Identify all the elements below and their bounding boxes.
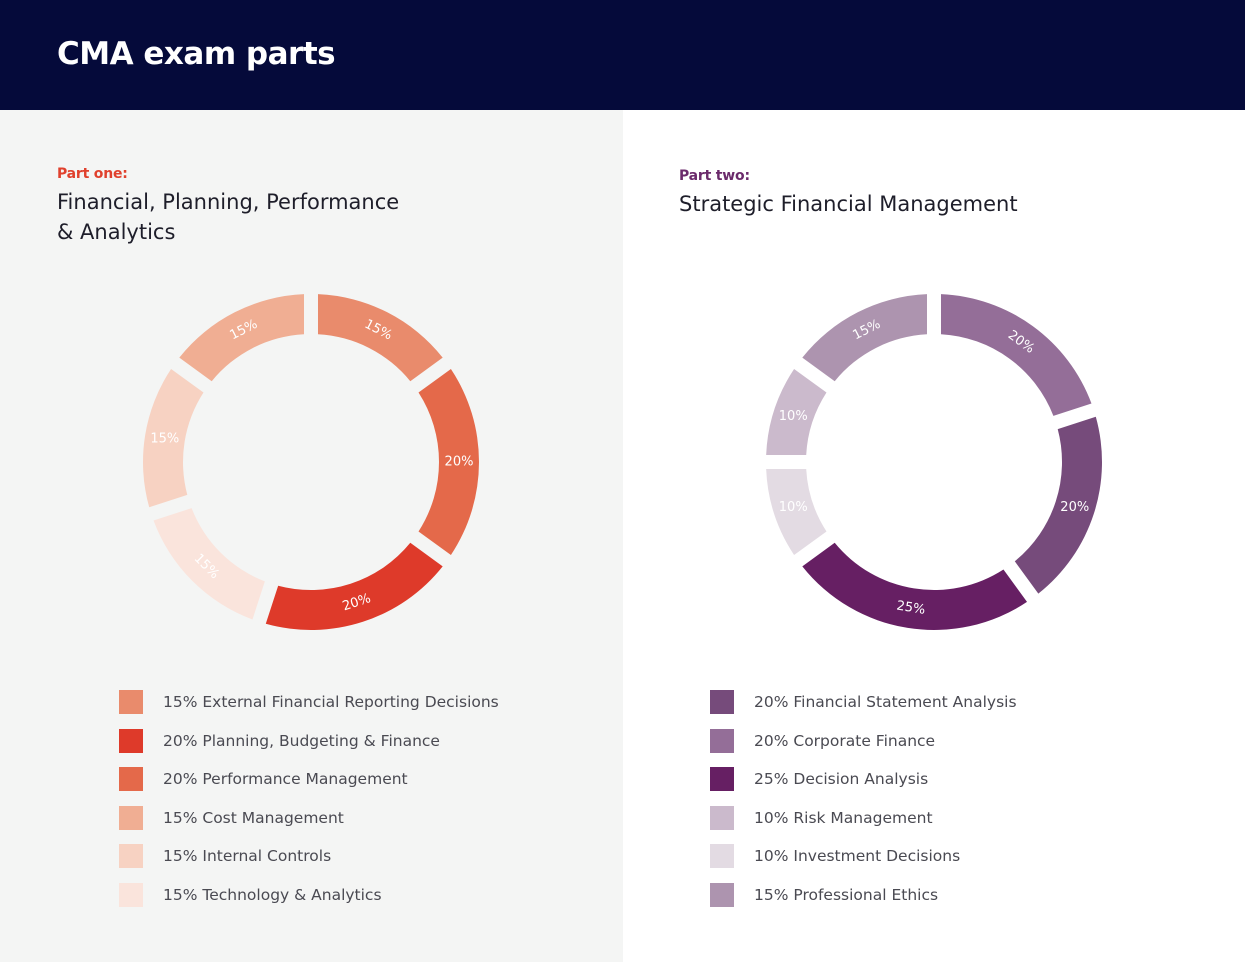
donut-slice [940,294,1092,416]
slice-percent-label: 20% [445,455,474,470]
donut-slice [418,368,479,556]
legend-label: 25% Decision Analysis [754,770,929,789]
slice-percent-label: 15% [150,431,179,446]
legend-swatch [710,728,734,753]
slice-percent-label: 20% [1060,500,1089,515]
part-two-label: Part two: [679,168,750,184]
legend-swatch [710,690,734,714]
part-one-panel [0,110,623,962]
donut-slice [265,542,443,630]
legend-label: 10% Investment Decisions [754,847,961,866]
legend-swatch [119,767,143,792]
donut-slice [153,508,265,620]
legend-label: 20% Corporate Finance [754,731,936,750]
part-one-donut-chart: 15%20%20%15%15%15% [143,294,479,630]
legend-label: 20% Planning, Budgeting & Finance [163,731,440,750]
legend-label: 15% Cost Management [163,808,344,827]
legend-swatch [119,882,143,907]
part-one-title: Financial, Planning, Performance & Analy… [57,187,399,247]
page-header: CMA exam parts [0,0,1245,110]
donut-slice [1014,416,1102,594]
legend-label: 15% External Financial Reporting Decisio… [163,693,499,711]
legend-label: 20% Financial Statement Analysis [754,693,1017,711]
donut-slice [766,368,827,456]
slice-percent-label: 25% [895,599,926,618]
donut-slice [143,368,204,508]
donut-slice [802,542,1028,630]
legend-swatch [119,690,143,714]
page-title: CMA exam parts [57,36,336,72]
legend-label: 15% Internal Controls [163,847,332,866]
donut-slice [766,468,827,556]
donut-slice [179,294,305,382]
legend-label: 20% Performance Management [163,770,408,789]
legend-swatch [710,844,734,869]
legend-label: 15% Professional Ethics [754,885,939,904]
donut-slice [317,294,443,382]
part-one-title-line: Financial, Planning, Performance [57,190,400,214]
part-one-title-line: & Analytics [57,220,176,244]
part-one-label: Part one: [57,166,128,182]
legend-swatch [119,728,143,753]
slice-percent-label: 10% [779,409,808,424]
part-two-title-line: Strategic Financial Management [679,192,1018,216]
donut-slice [802,294,928,382]
part-two-donut-chart: 20%20%25%10%10%15% [766,294,1102,630]
legend-swatch [710,805,734,830]
legend-swatch [710,767,734,792]
part-two-title: Strategic Financial Management [679,189,1018,219]
legend-swatch [710,882,734,907]
slice-percent-label: 10% [779,500,808,515]
legend-swatch [119,805,143,830]
legend-label: 10% Risk Management [754,808,933,827]
legend-swatch [119,844,143,869]
legend-label: 15% Technology & Analytics [163,885,382,904]
